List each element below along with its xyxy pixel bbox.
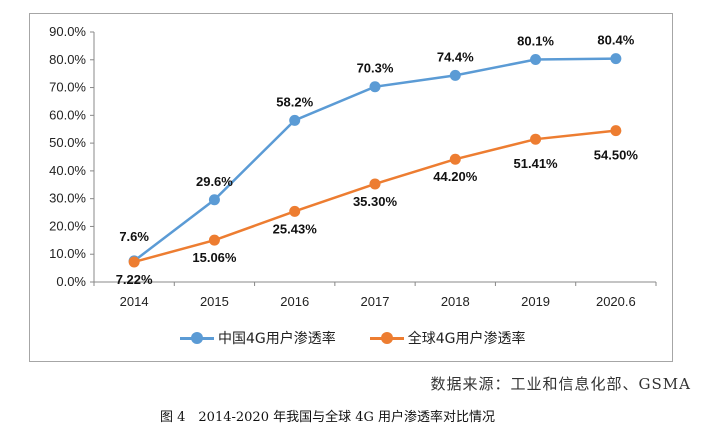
y-tick-label: 50.0% (49, 135, 86, 150)
data-point (289, 114, 301, 126)
data-label: 54.50% (594, 148, 639, 163)
data-label: 58.2% (276, 94, 313, 109)
data-point (530, 133, 542, 145)
data-point (208, 234, 220, 246)
y-tick-label: 30.0% (49, 191, 86, 206)
legend: 中国4G用户渗透率 全球4G用户渗透率 (180, 328, 526, 348)
data-label: 25.43% (273, 221, 318, 236)
data-point (530, 54, 542, 65)
legend-marker-china (180, 331, 214, 344)
figure-caption: 图 4 2014-2020 年我国与全球 4G 用户渗透率对比情况 (160, 410, 496, 425)
data-point (208, 194, 220, 206)
y-tick-label: 80.0% (49, 52, 86, 67)
y-tick-label: 90.0% (49, 24, 86, 39)
data-point (369, 178, 381, 190)
y-tick-label: 0.0% (56, 274, 86, 289)
data-source: 数据来源：工业和信息化部、GSMA (430, 375, 691, 393)
y-tick-label: 10.0% (49, 246, 86, 261)
x-tick-label: 2016 (280, 294, 309, 309)
x-tick-label: 2014 (120, 294, 149, 309)
data-point (449, 69, 461, 81)
data-label: 35.30% (353, 194, 398, 209)
data-point (610, 125, 622, 137)
data-label: 51.41% (514, 156, 559, 171)
legend-label-china: 中国4G用户渗透率 (218, 331, 336, 347)
data-label: 70.3% (357, 61, 394, 76)
legend-marker-global (369, 331, 404, 344)
data-label: 7.6% (119, 229, 149, 244)
chart-frame (29, 13, 673, 362)
data-point (369, 81, 381, 93)
x-tick-label: 2018 (441, 294, 470, 309)
y-tick-label: 20.0% (49, 218, 86, 233)
legend-item-china: 中国4G用户渗透率 (180, 328, 336, 348)
x-tick-label: 2017 (361, 294, 390, 309)
legend-item-global: 全球4G用户渗透率 (369, 328, 526, 348)
data-label: 7.22% (116, 272, 153, 287)
data-label: 74.4% (437, 49, 474, 64)
legend-label-global: 全球4G用户渗透率 (407, 331, 526, 347)
data-label: 80.4% (597, 33, 634, 48)
y-tick-label: 60.0% (49, 107, 86, 122)
data-point (610, 53, 622, 65)
y-tick-label: 40.0% (49, 163, 86, 178)
data-label: 15.06% (192, 250, 237, 265)
y-tick-label: 70.0% (49, 80, 86, 95)
x-tick-label: 2020.6 (596, 294, 636, 309)
data-point (289, 205, 301, 217)
data-label: 80.1% (517, 34, 554, 49)
x-tick-label: 2015 (200, 294, 229, 309)
x-tick-label: 2019 (521, 294, 550, 309)
data-label: 44.20% (433, 169, 478, 184)
data-point (449, 153, 461, 165)
data-point (128, 256, 140, 268)
data-label: 29.6% (196, 174, 233, 189)
